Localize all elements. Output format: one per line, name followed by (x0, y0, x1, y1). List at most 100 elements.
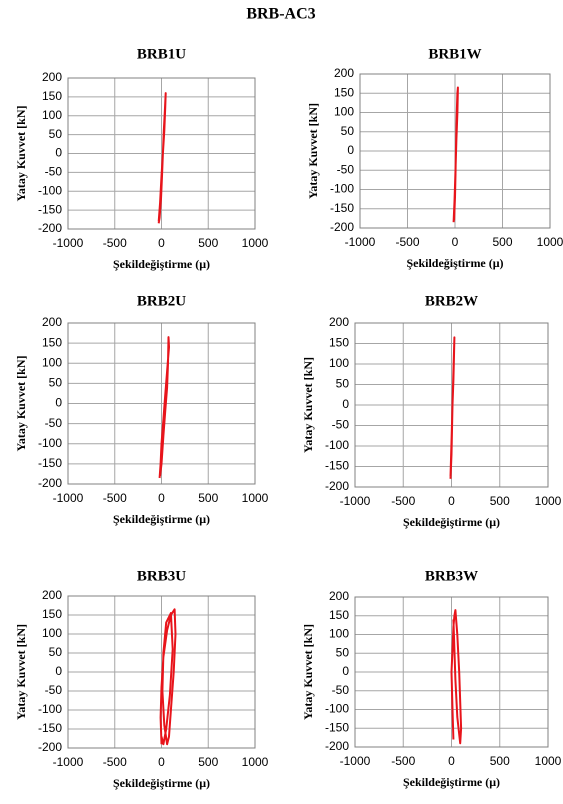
y-tick-label: -200 (325, 479, 349, 493)
y-tick-label: -100 (38, 436, 62, 450)
x-tick-label: 500 (490, 754, 510, 768)
y-tick-label: 100 (42, 626, 62, 640)
x-axis-label: Şekildeğiştirme (μ) (113, 776, 210, 790)
y-tick-label: -200 (38, 740, 62, 754)
y-tick-label: 200 (42, 588, 62, 602)
x-axis-label: Şekildeğiştirme (μ) (406, 256, 503, 270)
y-tick-label: -50 (332, 418, 350, 432)
y-tick-label: 50 (336, 645, 350, 659)
y-tick-label: -200 (38, 476, 62, 490)
y-tick-label: 150 (42, 89, 62, 103)
y-tick-label: 0 (55, 396, 62, 410)
y-tick-label: 0 (55, 664, 62, 678)
y-tick-label: -150 (38, 202, 62, 216)
figure-title: BRB-AC3 (246, 6, 315, 23)
y-tick-label: 100 (329, 627, 349, 641)
y-tick-label: 150 (329, 608, 349, 622)
y-tick-label: -200 (325, 739, 349, 753)
data-line (450, 609, 463, 745)
y-tick-label: -50 (332, 683, 350, 697)
x-axis-label: Şekildeğiştirme (μ) (113, 512, 210, 526)
y-tick-label: -150 (38, 721, 62, 735)
x-tick-label: -500 (103, 755, 127, 769)
y-tick-label: -100 (38, 702, 62, 716)
y-tick-label: 50 (49, 127, 63, 141)
y-tick-label: 150 (334, 85, 354, 99)
chart-title: BRB2U (137, 293, 186, 309)
y-tick-label: 200 (329, 589, 349, 603)
data-line (158, 336, 170, 479)
x-tick-label: -1000 (53, 236, 84, 250)
x-tick-label: 1000 (535, 754, 562, 768)
y-tick-label: -150 (330, 201, 354, 215)
x-tick-label: 0 (158, 755, 165, 769)
data-line (159, 608, 177, 746)
x-tick-label: 0 (452, 235, 459, 249)
x-tick-label: 500 (492, 235, 512, 249)
data-line (449, 336, 456, 479)
x-tick-label: 500 (198, 236, 218, 250)
chart-title: BRB1W (428, 46, 481, 62)
x-tick-label: 1000 (535, 494, 562, 508)
x-tick-label: -500 (391, 494, 415, 508)
y-tick-label: 50 (341, 124, 355, 138)
plot-frame (354, 322, 549, 488)
x-tick-label: -500 (103, 236, 127, 250)
y-tick-label: -50 (45, 165, 63, 179)
y-tick-label: -150 (325, 459, 349, 473)
plot-frame (67, 77, 256, 230)
y-tick-label: 100 (42, 355, 62, 369)
x-tick-label: -500 (395, 235, 419, 249)
y-tick-label: -200 (330, 220, 354, 234)
x-tick-label: 1000 (537, 235, 563, 249)
x-tick-label: -1000 (53, 755, 84, 769)
y-tick-label: 50 (49, 376, 63, 390)
y-axis-label: Yatay Kuvvet [kN] (14, 106, 28, 202)
chart-title: BRB2W (425, 293, 478, 309)
y-tick-label: 100 (334, 105, 354, 119)
y-tick-label: -150 (38, 456, 62, 470)
y-tick-label: 150 (42, 335, 62, 349)
x-tick-label: 1000 (242, 491, 269, 505)
y-tick-label: 0 (55, 146, 62, 160)
plot-frame (359, 73, 551, 229)
y-axis-label: Yatay Kuvvet [kN] (301, 357, 315, 453)
y-tick-label: -200 (38, 221, 62, 235)
y-tick-label: 150 (329, 336, 349, 350)
y-tick-label: 0 (342, 397, 349, 411)
x-axis-label: Şekildeğiştirme (μ) (403, 775, 500, 789)
y-axis-label: Yatay Kuvvet [kN] (14, 356, 28, 452)
x-tick-label: 0 (158, 236, 165, 250)
y-tick-label: 100 (42, 108, 62, 122)
y-tick-label: -50 (45, 416, 63, 430)
y-tick-label: 200 (42, 315, 62, 329)
y-tick-label: 100 (329, 356, 349, 370)
y-tick-label: 0 (342, 664, 349, 678)
y-tick-label: 150 (42, 607, 62, 621)
y-tick-label: 50 (336, 377, 350, 391)
x-tick-label: 500 (198, 491, 218, 505)
plot-frame (67, 322, 256, 485)
y-tick-label: 200 (334, 66, 354, 80)
chart-title: BRB3U (137, 568, 186, 584)
chart-title: BRB1U (137, 46, 186, 62)
y-tick-label: -100 (330, 182, 354, 196)
x-tick-label: -500 (103, 491, 127, 505)
x-tick-label: 0 (158, 491, 165, 505)
chart-title: BRB3W (425, 568, 478, 584)
plot-frame (67, 595, 256, 749)
x-axis-label: Şekildeğiştirme (μ) (403, 515, 500, 529)
x-tick-label: 1000 (242, 236, 269, 250)
x-tick-label: 0 (448, 494, 455, 508)
x-tick-label: 500 (198, 755, 218, 769)
x-tick-label: -500 (391, 754, 415, 768)
x-tick-label: 1000 (242, 755, 269, 769)
y-tick-label: 0 (347, 143, 354, 157)
x-tick-label: -1000 (345, 235, 376, 249)
x-tick-label: 0 (448, 754, 455, 768)
plot-frame (354, 596, 549, 748)
x-tick-label: 500 (490, 494, 510, 508)
y-axis-label: Yatay Kuvvet [kN] (306, 103, 320, 199)
data-line (157, 92, 167, 224)
y-tick-label: -100 (38, 183, 62, 197)
